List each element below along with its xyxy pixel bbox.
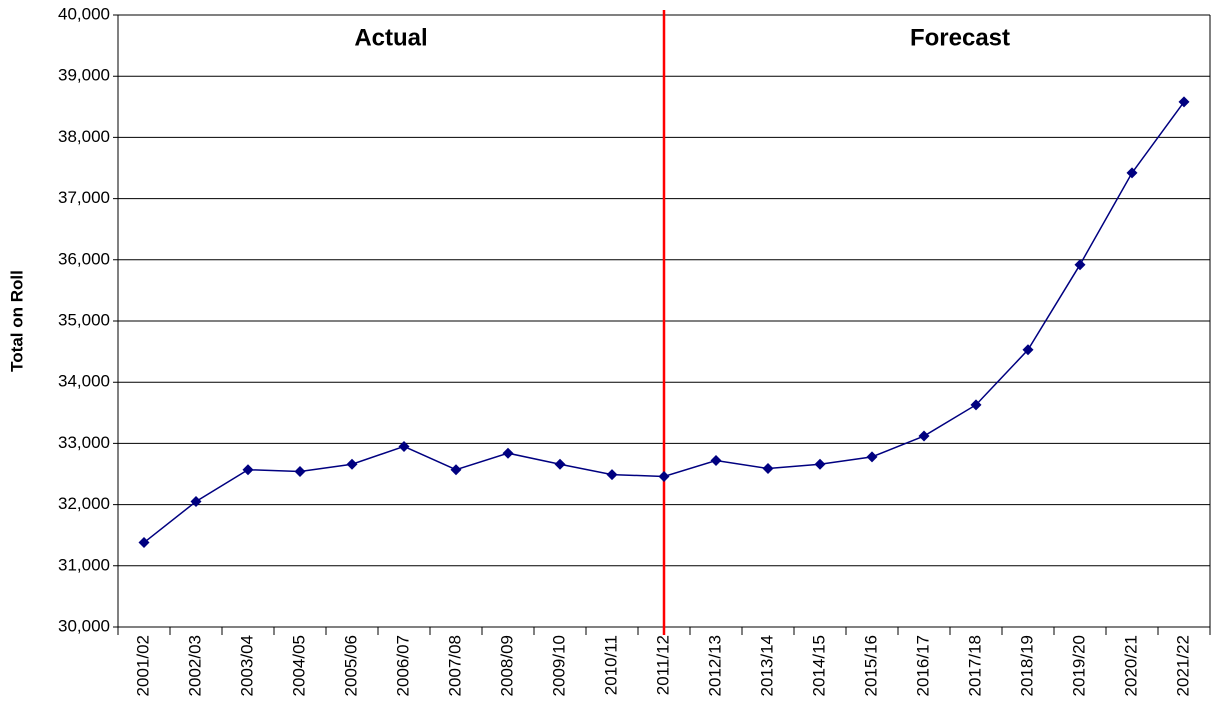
y-tick-label: 36,000 xyxy=(58,249,110,268)
data-point xyxy=(658,470,670,482)
y-tick-label: 32,000 xyxy=(58,494,110,513)
x-tick-label: 2012/13 xyxy=(705,635,724,696)
annotation: Forecast xyxy=(910,24,1010,51)
x-tick-label: 2011/12 xyxy=(653,635,672,695)
x-tick-label: 2016/17 xyxy=(913,635,932,696)
y-axis-label: Total on Roll xyxy=(7,270,26,372)
data-point xyxy=(866,451,878,463)
x-tick-label: 2020/21 xyxy=(1121,635,1140,696)
x-tick-label: 2018/19 xyxy=(1017,635,1036,696)
data-point xyxy=(814,458,826,470)
data-point xyxy=(606,469,618,481)
y-tick-label: 37,000 xyxy=(58,188,110,207)
x-tick-label: 2007/08 xyxy=(445,635,464,696)
x-tick-label: 2009/10 xyxy=(549,635,568,696)
x-tick-label: 2002/03 xyxy=(185,635,204,696)
x-tick-label: 2006/07 xyxy=(393,635,412,696)
x-tick-label: 2017/18 xyxy=(965,635,984,696)
x-tick-label: 2001/02 xyxy=(133,635,152,696)
data-point xyxy=(294,466,306,478)
y-tick-label: 39,000 xyxy=(58,66,110,85)
x-tick-label: 2008/09 xyxy=(497,635,516,696)
data-point xyxy=(918,430,930,442)
y-tick-label: 30,000 xyxy=(58,616,110,635)
data-point xyxy=(554,458,566,470)
y-tick-label: 31,000 xyxy=(58,555,110,574)
data-point xyxy=(1178,96,1190,108)
data-point xyxy=(450,464,462,476)
x-tick-label: 2003/04 xyxy=(237,635,256,696)
x-tick-label: 2013/14 xyxy=(757,635,776,696)
data-point xyxy=(502,447,514,459)
y-tick-label: 40,000 xyxy=(58,4,110,23)
data-point xyxy=(970,399,982,411)
y-tick-label: 33,000 xyxy=(58,433,110,452)
data-point xyxy=(762,462,774,474)
data-point xyxy=(242,464,254,476)
x-tick-label: 2010/11 xyxy=(601,635,620,695)
data-point xyxy=(1022,344,1034,356)
data-point xyxy=(1074,259,1086,271)
x-tick-label: 2015/16 xyxy=(861,635,880,696)
y-tick-label: 35,000 xyxy=(58,310,110,329)
data-point xyxy=(1126,167,1138,179)
data-point xyxy=(398,440,410,452)
y-tick-label: 38,000 xyxy=(58,127,110,146)
x-tick-label: 2021/22 xyxy=(1173,635,1192,696)
x-tick-label: 2005/06 xyxy=(341,635,360,696)
data-point xyxy=(138,537,150,549)
x-tick-label: 2014/15 xyxy=(809,635,828,696)
data-point xyxy=(190,496,202,508)
data-point xyxy=(346,458,358,470)
x-tick-label: 2019/20 xyxy=(1069,635,1088,696)
annotation: Actual xyxy=(354,24,427,51)
x-tick-label: 2004/05 xyxy=(289,635,308,696)
y-tick-label: 34,000 xyxy=(58,372,110,391)
data-point xyxy=(710,455,722,467)
